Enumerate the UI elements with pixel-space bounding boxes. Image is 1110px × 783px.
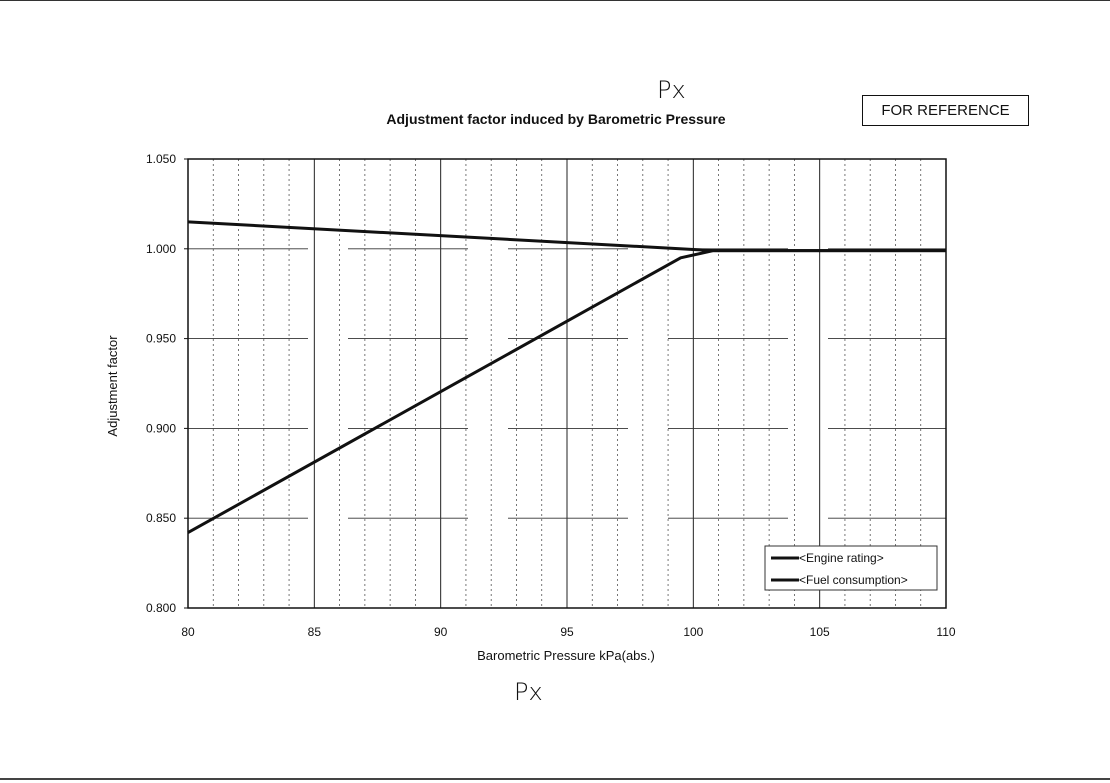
handwritten-annotation-top: Px [657,76,686,104]
x-axis-label: Barometric Pressure kPa(abs.) [477,648,655,663]
x-tick-label: 105 [810,625,830,639]
x-tick-labels: 80 85 90 95 100 105 110 [181,625,956,639]
y-tick-label: 0.800 [146,601,176,615]
legend: <Engine rating> <Fuel consumption> [764,545,938,591]
y-tick-label: 0.900 [146,421,176,435]
x-tick-label: 80 [181,625,195,639]
handwritten-annotation-bottom: Px [514,678,543,706]
series-line-fuel-consumption [187,220,946,253]
for-reference-stamp: FOR REFERENCE [862,95,1029,126]
page-border-bottom [0,778,1110,780]
x-tick-label: 95 [560,625,574,639]
grid [188,159,946,608]
series-lines [187,220,946,534]
y-axis-label: Adjustment factor [105,335,120,437]
chart-title: Adjustment factor induced by Barometric … [386,111,725,127]
y-tick-label: 0.850 [146,511,176,525]
legend-box [764,545,938,591]
y-tick-label: 0.950 [146,332,176,346]
legend-entry: <Engine rating> [799,551,884,565]
x-tick-label: 100 [683,625,703,639]
plot-frame [187,158,947,609]
legend-entry: <Fuel consumption> [799,573,908,587]
x-tick-label: 90 [434,625,448,639]
y-tick-label: 1.050 [146,152,176,166]
x-tick-label: 85 [308,625,322,639]
x-tick-label: 110 [936,625,955,639]
page-border-top [0,0,1110,1]
y-tick-labels: 0.800 0.850 0.900 0.950 1.000 1.050 [146,152,188,615]
y-tick-label: 1.000 [146,242,176,256]
